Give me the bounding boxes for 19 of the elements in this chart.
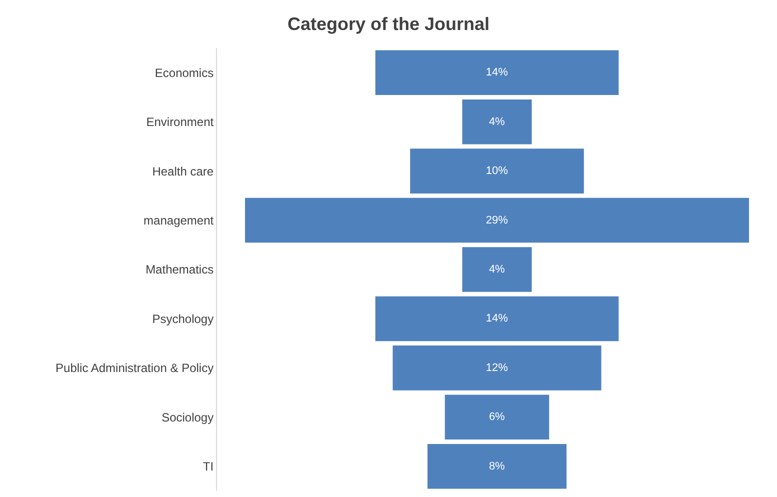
category-label: Public Administration & Policy: [56, 361, 214, 376]
category-label: management: [144, 213, 214, 228]
data-label: 4%: [488, 264, 506, 276]
data-label: 14%: [486, 312, 508, 325]
data-label: 4%: [488, 116, 506, 128]
category-label: Psychology: [152, 312, 214, 326]
data-label: 8%: [488, 460, 506, 472]
data-label: 6%: [488, 411, 506, 424]
category-label: Mathematics: [146, 262, 214, 277]
category-label: Environment: [146, 115, 214, 130]
data-label: 29%: [486, 214, 508, 226]
category-label: TI: [202, 460, 214, 474]
category-label: Economics: [154, 66, 214, 80]
text: Category of the Journal: [287, 14, 490, 34]
data-label: 12%: [486, 362, 508, 374]
data-label: 10%: [486, 165, 508, 178]
category-label: Sociology: [162, 410, 214, 424]
category-label: Health care: [152, 164, 214, 178]
data-label: 14%: [486, 66, 508, 79]
